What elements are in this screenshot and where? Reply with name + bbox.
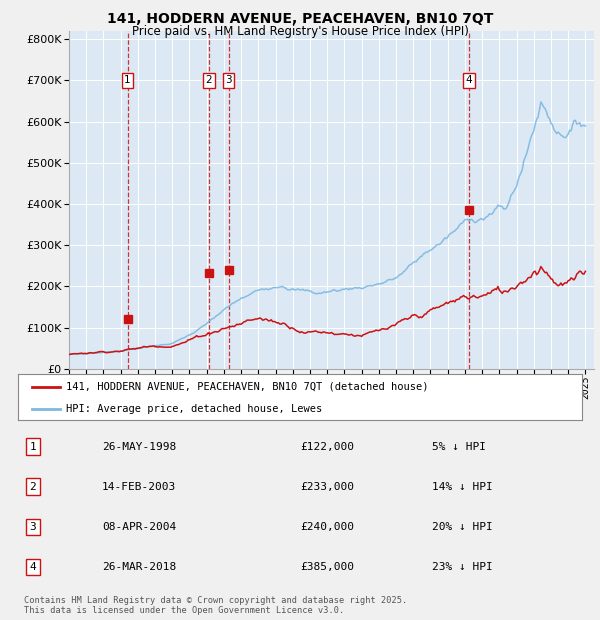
Text: 5% ↓ HPI: 5% ↓ HPI [432, 441, 486, 451]
Text: 2: 2 [205, 76, 212, 86]
Text: 08-APR-2004: 08-APR-2004 [102, 522, 176, 532]
Text: £122,000: £122,000 [300, 441, 354, 451]
Text: 20% ↓ HPI: 20% ↓ HPI [432, 522, 493, 532]
Text: 3: 3 [29, 522, 37, 532]
Text: £240,000: £240,000 [300, 522, 354, 532]
Text: Price paid vs. HM Land Registry's House Price Index (HPI): Price paid vs. HM Land Registry's House … [131, 25, 469, 38]
Text: 14-FEB-2003: 14-FEB-2003 [102, 482, 176, 492]
Text: £385,000: £385,000 [300, 562, 354, 572]
Text: 2: 2 [29, 482, 37, 492]
Text: 1: 1 [29, 441, 37, 451]
Text: 3: 3 [225, 76, 232, 86]
Text: Contains HM Land Registry data © Crown copyright and database right 2025.: Contains HM Land Registry data © Crown c… [24, 596, 407, 606]
Text: 26-MAR-2018: 26-MAR-2018 [102, 562, 176, 572]
Text: £233,000: £233,000 [300, 482, 354, 492]
Text: This data is licensed under the Open Government Licence v3.0.: This data is licensed under the Open Gov… [24, 606, 344, 616]
Text: 26-MAY-1998: 26-MAY-1998 [102, 441, 176, 451]
Text: 1: 1 [124, 76, 131, 86]
Text: 141, HODDERN AVENUE, PEACEHAVEN, BN10 7QT (detached house): 141, HODDERN AVENUE, PEACEHAVEN, BN10 7Q… [66, 382, 428, 392]
Text: HPI: Average price, detached house, Lewes: HPI: Average price, detached house, Lewe… [66, 404, 322, 414]
Text: 4: 4 [466, 76, 472, 86]
Text: 4: 4 [29, 562, 37, 572]
Text: 141, HODDERN AVENUE, PEACEHAVEN, BN10 7QT: 141, HODDERN AVENUE, PEACEHAVEN, BN10 7Q… [107, 12, 493, 27]
Text: 14% ↓ HPI: 14% ↓ HPI [432, 482, 493, 492]
Text: 23% ↓ HPI: 23% ↓ HPI [432, 562, 493, 572]
